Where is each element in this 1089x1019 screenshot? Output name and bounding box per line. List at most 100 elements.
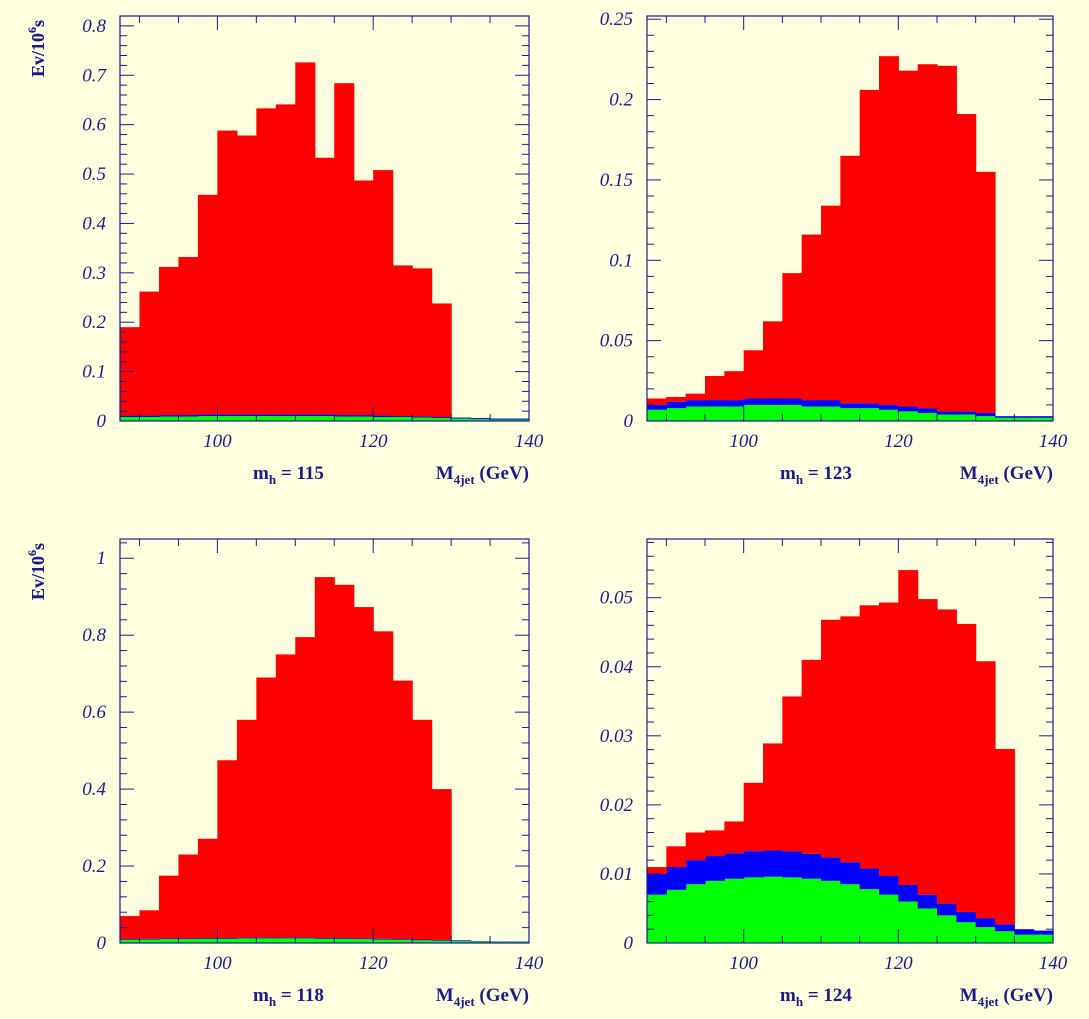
bar-green-bin-9	[295, 416, 316, 421]
higgs-mass-value: = 118	[276, 985, 324, 1006]
higgs-mass-label: mh = 118	[253, 985, 324, 1009]
bar-blue-bin-0	[647, 404, 667, 410]
bar-red-bin-11	[334, 83, 355, 416]
bar-green-bin-17	[975, 416, 996, 421]
bar-blue-bin-16	[431, 939, 452, 941]
bar-blue-bin-5	[217, 938, 238, 939]
y-tick-label: 0.8	[82, 16, 106, 37]
bar-green-bin-8	[801, 406, 822, 421]
x-axis-label-unit: (GeV)	[999, 463, 1053, 484]
bar-blue-bin-12	[879, 404, 899, 410]
bar-red-bin-5	[743, 782, 764, 852]
x-axis-label-unit: (GeV)	[999, 985, 1053, 1006]
bar-blue-bin-6	[763, 850, 783, 877]
x-axis-label-subscript: 4jet	[978, 994, 1000, 1009]
bar-blue-bin-0	[647, 873, 667, 895]
y-axis-label-exponent: 6	[25, 550, 39, 556]
bar-red-bin-3	[705, 376, 725, 401]
bar-red-bin-14	[917, 599, 938, 895]
bar-blue-bin-7	[256, 937, 277, 939]
bar-blue-bin-8	[801, 853, 822, 879]
bar-green-bin-8	[275, 938, 296, 943]
bar-red-bin-9	[295, 637, 316, 938]
bar-red-bin-9	[821, 619, 841, 858]
series-green	[647, 876, 1054, 943]
bar-red-bin-11	[859, 605, 880, 869]
bar-red-bin-16	[956, 623, 977, 912]
bar-green-bin-18	[470, 941, 491, 943]
bar-red-bin-16	[956, 114, 977, 412]
bar-red-bin-5	[217, 130, 238, 415]
bar-blue-bin-8	[801, 400, 822, 407]
bar-green-bin-14	[917, 908, 938, 943]
higgs-mass-subscript: h	[269, 472, 277, 487]
x-tick-label: 120	[359, 431, 388, 452]
bar-blue-bin-14	[392, 416, 413, 418]
bar-blue-bin-1	[666, 867, 687, 890]
series-blue	[647, 398, 1054, 418]
bar-green-bin-0	[120, 939, 141, 943]
x-tick-label: 120	[884, 431, 913, 452]
bar-red-bin-12	[879, 56, 899, 405]
bar-green-bin-3	[705, 880, 725, 943]
bar-blue-bin-18	[995, 416, 1015, 418]
x-tick-label: 120	[884, 953, 913, 974]
y-tick-label: 0.01	[600, 864, 633, 885]
bar-green-bin-10	[314, 416, 335, 421]
bar-red-bin-6	[236, 135, 257, 415]
bar-blue-bin-5	[743, 398, 764, 405]
y-tick-label: 0.8	[82, 625, 106, 646]
higgs-mass-value: = 124	[803, 985, 852, 1006]
y-tick-label: 0	[624, 933, 634, 954]
bar-green-bin-1	[666, 408, 687, 421]
bar-blue-bin-0	[120, 939, 141, 940]
bar-red-bin-5	[217, 760, 238, 938]
bar-green-bin-20	[509, 419, 530, 421]
bar-red-bin-5	[743, 350, 764, 399]
bar-red-bin-15	[937, 609, 957, 904]
plot-frame	[646, 15, 1054, 422]
bar-blue-bin-20	[509, 418, 530, 420]
series-red	[120, 62, 452, 418]
bar-red-bin-0	[647, 398, 667, 405]
bar-green-bin-14	[917, 412, 938, 421]
bar-red-bin-7	[782, 696, 803, 852]
bar-green-bin-4	[724, 878, 745, 943]
bar-green-bin-10	[840, 408, 861, 421]
y-axis-label: Ev/106s	[25, 543, 48, 600]
bar-red-bin-16	[431, 789, 452, 940]
bar-green-bin-18	[995, 931, 1015, 943]
bar-red-bin-7	[256, 677, 277, 938]
higgs-mass-symbol: m	[780, 985, 796, 1006]
bar-blue-bin-18	[995, 924, 1015, 932]
bar-blue-bin-7	[256, 414, 277, 417]
bar-blue-bin-5	[743, 851, 764, 878]
y-tick-label: 0	[97, 411, 107, 432]
y-tick-label: 0.3	[82, 263, 106, 284]
bar-blue-bin-9	[821, 400, 841, 407]
bar-red-bin-3	[178, 257, 199, 416]
y-axis-label-main: Ev/10	[28, 33, 48, 77]
y-axis-label-exponent: 6	[25, 27, 39, 33]
bar-red-bin-1	[666, 846, 687, 868]
bar-red-bin-16	[431, 303, 452, 418]
bar-green-bin-16	[431, 940, 452, 943]
bar-green-bin-1	[139, 939, 160, 943]
bar-blue-bin-10	[314, 938, 335, 939]
bar-blue-bin-10	[840, 862, 861, 885]
bar-red-bin-10	[840, 155, 861, 404]
series-green	[120, 938, 530, 943]
x-axis-label: M4jet (GeV)	[960, 985, 1053, 1009]
bar-red-bin-0	[120, 916, 141, 940]
bar-green-bin-19	[1014, 934, 1035, 943]
higgs-mass-symbol: m	[780, 463, 796, 484]
bar-blue-bin-20	[1033, 416, 1054, 418]
y-tick-label: 0.5	[82, 164, 106, 185]
bar-green-bin-4	[197, 416, 218, 421]
y-tick-label: 0.05	[600, 588, 633, 609]
bar-green-bin-2	[158, 939, 180, 943]
bar-green-bin-9	[821, 406, 841, 421]
bar-blue-bin-1	[139, 415, 160, 418]
bar-green-bin-11	[334, 938, 355, 943]
